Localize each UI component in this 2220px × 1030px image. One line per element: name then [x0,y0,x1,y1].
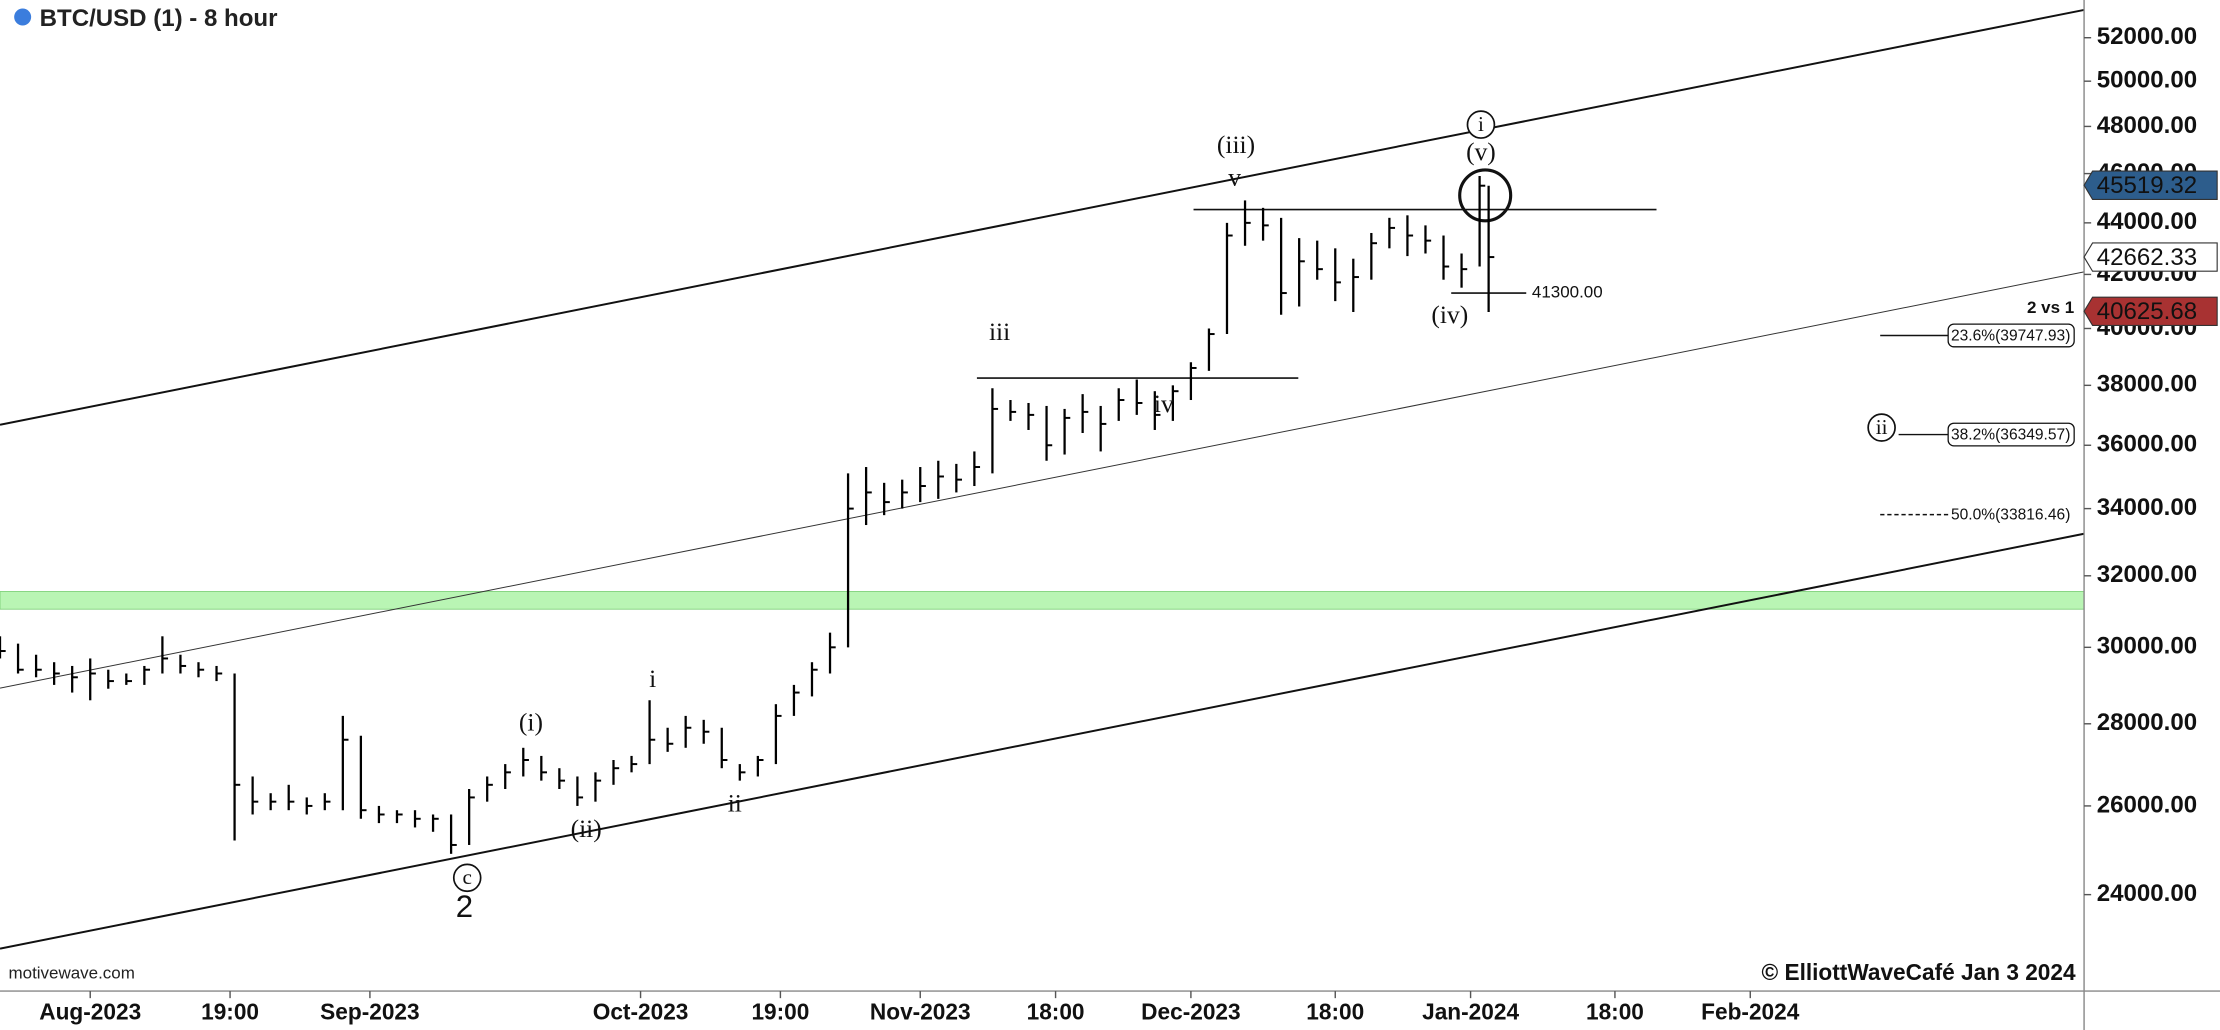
circled-wave-label: c [463,865,472,889]
y-tick-label: 34000.00 [2097,494,2197,521]
wave-label: (v) [1466,137,1496,166]
y-tick-label: 26000.00 [2097,791,2197,818]
x-tick-label: 18:00 [1027,999,1085,1025]
fib-title: 2 vs 1 [2027,298,2074,317]
fib-label: 23.6%(39747.93) [1951,327,2070,344]
highlight-circle [1458,168,1513,223]
x-tick-label: Oct-2023 [593,999,689,1025]
wave-label: v [1228,163,1241,192]
fib-label: 50.0%(33816.46) [1951,506,2070,523]
x-tick-label: Sep-2023 [320,999,419,1025]
price-label: 42662.33 [2097,244,2197,271]
background-layer [0,591,2085,610]
y-tick-label: 30000.00 [2097,633,2197,660]
wave-label: (ii) [571,814,602,843]
wave-label: ii [728,788,742,817]
wave-label: iii [989,317,1010,346]
price-label: 45519.32 [2097,172,2197,199]
trend-line [0,271,2085,689]
watermark: motivewave.com [9,964,135,983]
wave-label: 2 [456,889,473,924]
wave-label: iv [1154,389,1174,418]
circled-wave-label: i [1478,112,1484,136]
x-tick-label: 19:00 [751,999,809,1025]
y-tick-label: 44000.00 [2097,208,2197,235]
x-tick-label: Aug-2023 [39,999,141,1025]
y-tick-label: 48000.00 [2097,112,2197,139]
y-tick-label: 38000.00 [2097,371,2197,398]
wave-circle [1867,413,1896,442]
y-tick-label: 32000.00 [2097,561,2197,588]
trend-line [0,532,2085,950]
price-label-box [2083,296,2218,327]
price-label: 40625.68 [2097,298,2197,325]
fib-box [1947,323,2075,348]
x-tick-label: Nov-2023 [870,999,971,1025]
x-tick-label: 19:00 [201,999,259,1025]
wave-label: (iii) [1217,130,1255,159]
y-tick-label: 24000.00 [2097,880,2197,907]
x-tick-label: Jan-2024 [1422,999,1519,1025]
wave-label: i [649,664,656,693]
copyright: © ElliottWaveCafé Jan 3 2024 [1762,959,2076,985]
wave-label: (iv) [1431,300,1468,329]
symbol-dot [14,8,32,26]
circled-wave-label: ii [1876,415,1888,439]
wave-circle [452,863,482,893]
price-label-box [2083,170,2218,200]
y-tick-label: 36000.00 [2097,431,2197,458]
y-tick-label: 52000.00 [2097,23,2197,50]
y-tick-label: 28000.00 [2097,709,2197,736]
wave-label: (i) [519,708,543,737]
price-label-box [2083,242,2218,272]
fib-box [1947,422,2075,447]
support-zone [0,591,2085,610]
trend-line [0,8,2085,426]
x-tick-label: Dec-2023 [1141,999,1240,1025]
x-tick-label: 18:00 [1306,999,1364,1025]
fib-label: 38.2%(36349.57) [1951,426,2070,443]
x-tick-label: 18:00 [1586,999,1644,1025]
level-label: 41300.00 [1532,283,1603,302]
chart-title: BTC/USD (1) - 8 hour [40,5,278,32]
y-tick-label: 50000.00 [2097,67,2197,94]
x-tick-label: Feb-2024 [1701,999,1800,1025]
wave-circle [1466,110,1496,139]
